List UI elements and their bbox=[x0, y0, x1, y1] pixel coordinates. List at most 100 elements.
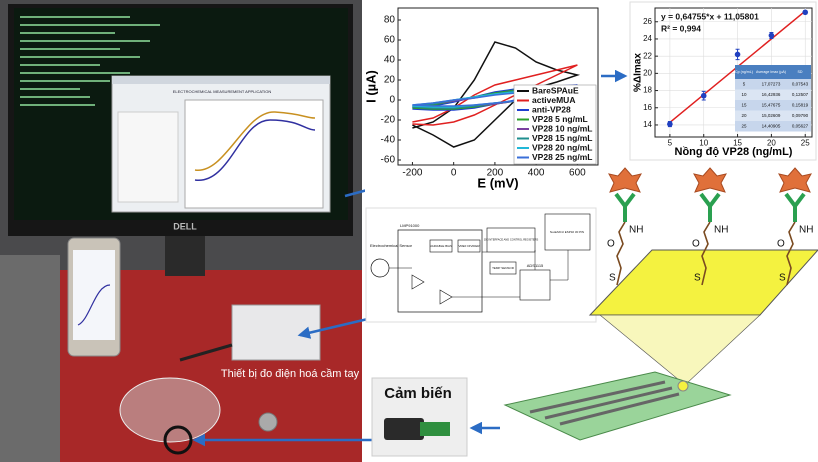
table-header: Cp (ng/mL) bbox=[735, 70, 753, 74]
app-curve bbox=[194, 119, 316, 181]
y-axis-label: %ΔImax bbox=[633, 53, 644, 92]
table-cell: 10 bbox=[741, 92, 747, 97]
sensor-body bbox=[420, 422, 450, 436]
sensor-photo bbox=[371, 377, 468, 457]
block bbox=[544, 213, 591, 251]
y-tick-label: -20 bbox=[381, 115, 396, 126]
y-tick-label: 18 bbox=[643, 86, 652, 95]
x-tick-label: 0 bbox=[451, 168, 457, 179]
linker-chain bbox=[616, 221, 626, 286]
table-row-bg bbox=[735, 79, 811, 90]
circuit-label: NodeMCU ESP32 30 PIN bbox=[550, 230, 584, 234]
circuit-frame bbox=[365, 207, 597, 323]
molecule-label: S bbox=[779, 273, 786, 284]
linker-chain bbox=[701, 221, 711, 286]
x-tick-label: 5 bbox=[668, 139, 673, 148]
table-row-bg bbox=[735, 121, 811, 132]
antibody bbox=[614, 192, 636, 222]
legend-label: VP28 20 ng/mL bbox=[532, 142, 592, 152]
x-tick-label: 20 bbox=[767, 139, 776, 148]
y-tick-label: 80 bbox=[384, 15, 396, 26]
cv-curve bbox=[412, 41, 581, 148]
y-tick-label: 26 bbox=[643, 17, 652, 26]
highlight-circle bbox=[163, 425, 193, 455]
legend-box bbox=[513, 84, 597, 165]
molecule-label: O bbox=[607, 239, 615, 250]
y-tick-label: 20 bbox=[643, 68, 652, 77]
sensor-connector bbox=[384, 418, 424, 440]
antigen bbox=[693, 167, 727, 193]
y-tick-label: 22 bbox=[643, 51, 652, 60]
y-tick-label: 14 bbox=[643, 120, 652, 129]
table-header-bg bbox=[735, 65, 811, 79]
terminal-text bbox=[20, 16, 160, 106]
data-point bbox=[700, 92, 707, 99]
y-tick-label: 40 bbox=[384, 55, 396, 66]
molecule-label: S bbox=[609, 273, 616, 284]
molecule-label: NH bbox=[714, 225, 728, 236]
petri-dish bbox=[119, 377, 221, 443]
table-header: SD bbox=[798, 70, 803, 74]
phone-screen bbox=[73, 250, 115, 340]
phone-curve bbox=[77, 284, 111, 326]
table-cell: 15 bbox=[741, 102, 747, 107]
molecule-label: O bbox=[692, 239, 700, 250]
molecule-label: NH bbox=[629, 225, 643, 236]
circuit-label: ADS1115 bbox=[527, 263, 544, 268]
sensor-strip bbox=[503, 371, 732, 441]
block bbox=[429, 239, 453, 253]
legend-label: activeMUA bbox=[532, 95, 575, 105]
app-title: ELECTROCHEMICAL MEASUREMENT APPLICATION bbox=[173, 89, 272, 94]
block bbox=[489, 261, 517, 275]
legend-label: VP28 5 ng/mL bbox=[532, 114, 588, 124]
annotation: R² = 0,994 bbox=[661, 23, 701, 33]
x-tick-label: -200 bbox=[402, 168, 422, 179]
table-cell: 0,12507 bbox=[792, 92, 809, 97]
device-label-text: Thiết bị đo điện hoá cầm tay bbox=[221, 368, 360, 380]
annotation: y = 0,64755*x + 11,05801 bbox=[661, 11, 759, 21]
table-cell: 25 bbox=[741, 123, 747, 128]
x-tick-label: 25 bbox=[801, 139, 810, 148]
antibody bbox=[784, 192, 806, 222]
legend-label: VP28 15 ng/mL bbox=[532, 133, 592, 143]
x-tick-label: 600 bbox=[569, 168, 586, 179]
desk-side bbox=[0, 255, 60, 462]
y-tick-label: 24 bbox=[643, 34, 652, 43]
table-cell: 0,09790 bbox=[792, 113, 809, 118]
circuit-label: LMP91000 bbox=[400, 223, 420, 228]
wire bbox=[389, 250, 569, 298]
legend-label: anti-VP28 bbox=[532, 104, 571, 114]
data-point bbox=[768, 32, 775, 39]
photo: ELECTROCHEMICAL MEASUREMENT APPLICATION … bbox=[0, 0, 362, 462]
sensor-schematic: Cảm biến bbox=[371, 249, 818, 457]
data-point bbox=[667, 121, 673, 127]
x-tick-label: 200 bbox=[487, 168, 504, 179]
y-tick-label: 0 bbox=[389, 95, 395, 106]
table-cell: 0,07543 bbox=[792, 81, 809, 86]
block bbox=[457, 239, 481, 253]
y-tick-label: -60 bbox=[381, 155, 396, 166]
antibody bbox=[699, 192, 721, 222]
block bbox=[486, 227, 536, 253]
linker-chain bbox=[786, 221, 796, 286]
device-label: Thiết bị đo điện hoá cầm tay bbox=[221, 368, 360, 380]
circuit-label: I2C INTERFACE AND CONTROL REGISTERS bbox=[484, 238, 539, 242]
data-point bbox=[802, 9, 809, 16]
table-cell: 5 bbox=[743, 81, 746, 86]
table-cell: 20 bbox=[741, 113, 747, 118]
table-header: Average Imax (µA) bbox=[756, 70, 786, 74]
legend-label: VP28 25 ng/mL bbox=[532, 152, 592, 162]
app-titlebar bbox=[112, 76, 330, 84]
table-cell: 17,07273 bbox=[762, 81, 781, 86]
app-curve bbox=[194, 111, 316, 171]
circuit-label: VARIABLE BIAS bbox=[430, 244, 452, 248]
table-row-bg bbox=[735, 89, 811, 100]
circuit-label: TEMP SENSOR bbox=[492, 266, 515, 270]
table-cell: 15,02609 bbox=[762, 113, 781, 118]
working-electrode bbox=[677, 380, 689, 392]
molecule-label: S bbox=[694, 273, 701, 284]
sensor-label: Cảm biến bbox=[384, 385, 452, 402]
monitor-brand: DELL bbox=[173, 221, 197, 231]
app-plot bbox=[184, 99, 324, 209]
